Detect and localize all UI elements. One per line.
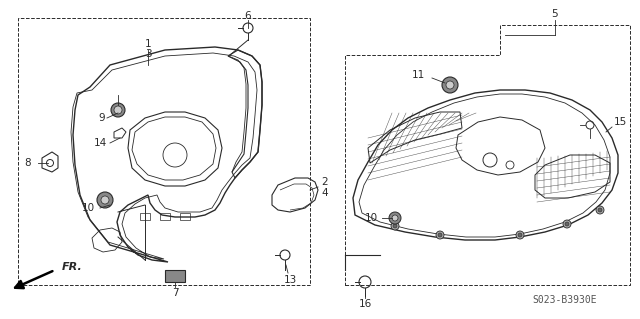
Circle shape: [436, 231, 444, 239]
Circle shape: [393, 224, 397, 228]
Text: 1: 1: [145, 39, 151, 49]
Circle shape: [516, 231, 524, 239]
Circle shape: [389, 212, 401, 224]
Circle shape: [598, 208, 602, 212]
Text: 8: 8: [25, 158, 31, 168]
Text: 16: 16: [358, 299, 372, 309]
Circle shape: [446, 81, 454, 89]
Text: 9: 9: [99, 113, 106, 123]
Circle shape: [111, 103, 125, 117]
Circle shape: [563, 220, 571, 228]
Circle shape: [596, 206, 604, 214]
Circle shape: [442, 77, 458, 93]
Text: 7: 7: [172, 288, 179, 298]
Text: 2: 2: [322, 177, 328, 187]
Text: 11: 11: [412, 70, 424, 80]
Circle shape: [565, 222, 569, 226]
Text: 14: 14: [93, 138, 107, 148]
Circle shape: [518, 233, 522, 237]
Text: 15: 15: [614, 117, 627, 127]
Polygon shape: [165, 270, 185, 282]
Circle shape: [97, 192, 113, 208]
Text: 6: 6: [244, 11, 252, 21]
Text: 5: 5: [552, 9, 558, 19]
Text: 3: 3: [145, 49, 151, 59]
Text: 13: 13: [284, 275, 296, 285]
Circle shape: [392, 215, 398, 221]
Text: 10: 10: [81, 203, 95, 213]
Circle shape: [114, 106, 122, 114]
Circle shape: [391, 222, 399, 230]
Circle shape: [438, 233, 442, 237]
Text: 4: 4: [322, 188, 328, 198]
Text: S023-B3930E: S023-B3930E: [532, 295, 597, 305]
Text: FR.: FR.: [62, 262, 83, 272]
Text: 10: 10: [364, 213, 378, 223]
Circle shape: [101, 196, 109, 204]
